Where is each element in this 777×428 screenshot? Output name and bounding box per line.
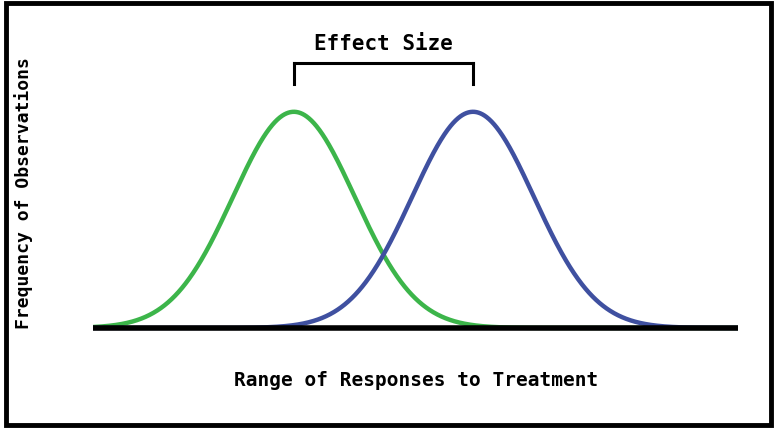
Text: Frequency of Observations: Frequency of Observations bbox=[14, 56, 33, 329]
Text: Effect Size: Effect Size bbox=[314, 34, 453, 54]
Text: Range of Responses to Treatment: Range of Responses to Treatment bbox=[234, 372, 598, 390]
